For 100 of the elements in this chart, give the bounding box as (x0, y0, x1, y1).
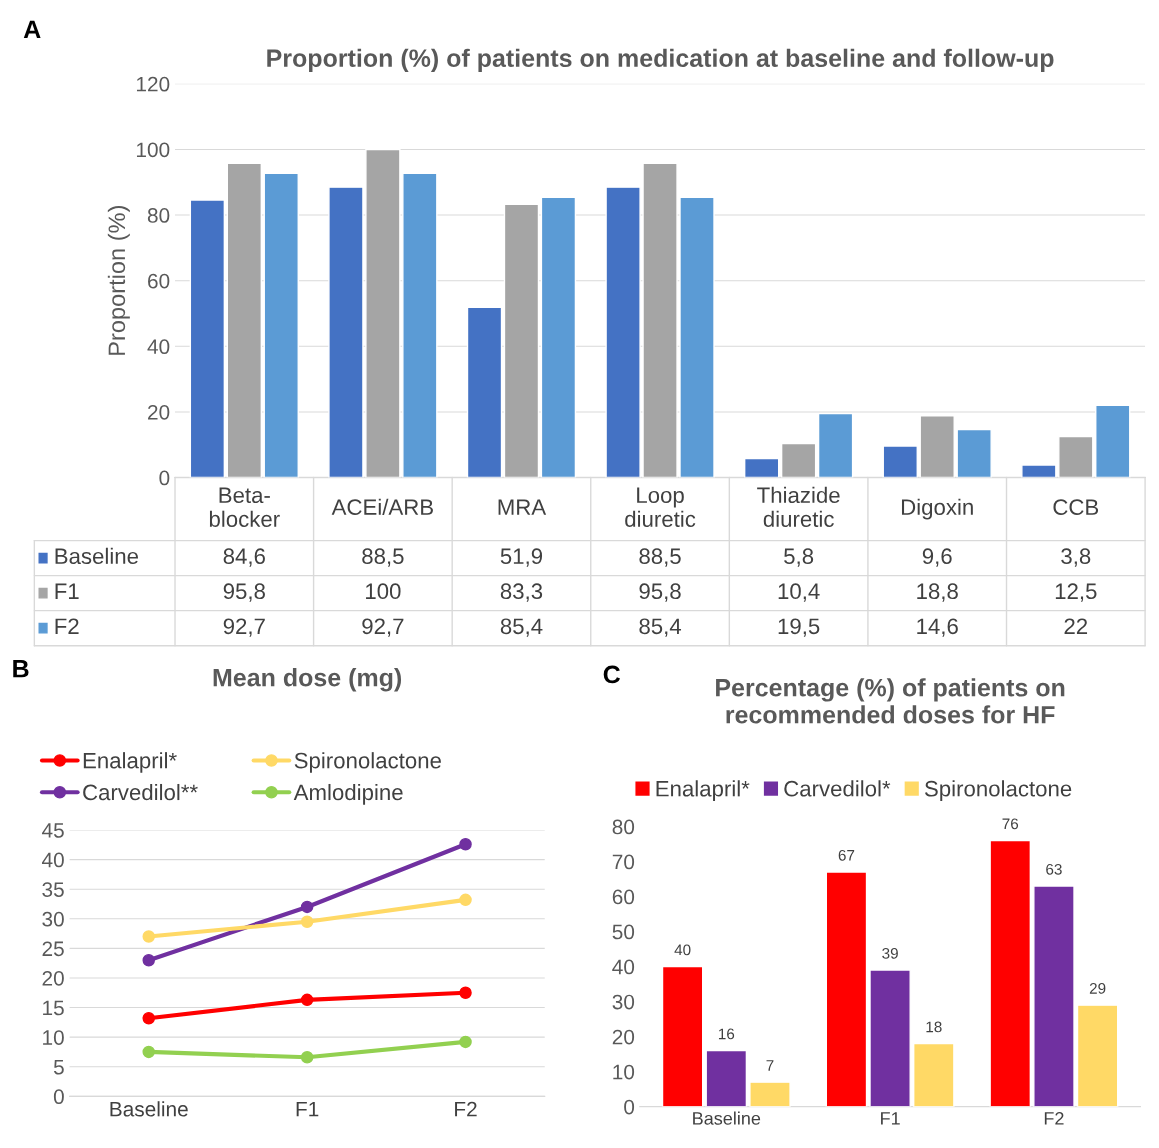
chart-title: Mean dose (mg) (213, 668, 402, 692)
y-tick-label: 0 (624, 1099, 635, 1115)
text: B (13, 660, 29, 678)
point (300, 1051, 314, 1064)
data-label: 88,5 (639, 548, 681, 567)
x-tick-label: Digoxin (901, 498, 973, 520)
y-tick-label: 45 (41, 823, 64, 838)
data-label: 51,9 (500, 548, 543, 567)
y-tick-label: 100 (136, 142, 170, 158)
point (300, 993, 314, 1007)
y-tick-label: 60 (148, 273, 170, 289)
y-tick-label: 20 (42, 970, 64, 986)
data-label: 5,8 (784, 548, 814, 567)
data-label: 19,5 (778, 618, 820, 637)
y-tick-label: 20 (148, 404, 170, 420)
y-tick-label: 10 (43, 1030, 64, 1045)
bar (749, 1081, 791, 1107)
text: C (603, 665, 621, 684)
x-tick-label: Baseline (693, 1111, 761, 1125)
y-tick-label: 25 (42, 941, 64, 957)
point (300, 915, 314, 928)
data-label: 92,7 (223, 618, 265, 637)
legend-label: F1 (55, 583, 79, 599)
y-tick-label: 50 (612, 924, 635, 940)
data-label: 40 (674, 944, 691, 956)
data-label: 12,5 (1055, 583, 1097, 602)
legend-label: Amlodipine (293, 783, 403, 805)
chart-title: Proportion (%) of patients on medication at baseline and follow-up (267, 48, 1054, 72)
y-tick-label: 35 (42, 882, 64, 897)
y-tick-label: 0 (53, 1089, 64, 1105)
bar (882, 445, 918, 478)
x-tick-label: F1 (881, 1112, 900, 1125)
point (300, 900, 314, 914)
y-tick-label: 0 (159, 470, 170, 486)
x-tick-label: F2 (455, 1101, 477, 1117)
bar (189, 199, 226, 478)
data-label: 100 (366, 583, 401, 600)
point (459, 893, 472, 907)
y-tick-label: 30 (612, 994, 635, 1010)
bar (226, 162, 262, 478)
x-tick-label: CCB (1053, 499, 1099, 516)
data-label: 9,6 (922, 548, 952, 567)
bar (540, 196, 577, 478)
y-tick-label: 60 (612, 889, 635, 905)
legend-label: Carvedilol** (83, 783, 198, 801)
y-axis-title: Proportion (%) (107, 206, 130, 355)
bar (503, 203, 540, 478)
point (142, 953, 155, 967)
data-label: 16 (718, 1028, 735, 1040)
y-tick-label: 5 (53, 1059, 64, 1075)
y-tick-label: 20 (612, 1029, 635, 1045)
data-label: 7 (766, 1060, 774, 1071)
data-label: 10,4 (778, 583, 820, 602)
legend-label: Spironolactone (924, 780, 1072, 801)
bar (825, 871, 868, 1107)
bar (1076, 1004, 1119, 1107)
data-label: 92,7 (362, 618, 404, 637)
data-label: 88,5 (362, 548, 404, 567)
point (142, 1011, 155, 1025)
chart-title: Percentage (%) of patients on recommended doses for HF (716, 678, 1065, 724)
text: A (23, 20, 41, 38)
data-label: 22 (1064, 618, 1088, 634)
legend-label: Spironolactone (294, 752, 441, 773)
y-tick-label: 40 (147, 339, 170, 355)
data-label: 85,4 (500, 618, 543, 637)
data-label: 14,6 (917, 618, 958, 637)
y-tick-label: 40 (41, 852, 64, 868)
legend-label: Baseline (55, 547, 138, 565)
bar (869, 969, 911, 1107)
bar (817, 412, 854, 478)
data-label: 18 (926, 1021, 942, 1033)
bar (466, 306, 503, 478)
x-tick-label: F2 (1044, 1112, 1064, 1125)
y-tick-label: 70 (612, 854, 635, 870)
data-label: 83,3 (500, 583, 543, 602)
point (142, 930, 155, 943)
point (142, 1045, 155, 1059)
bar (1095, 404, 1131, 478)
x-tick-label: Baseline (110, 1101, 188, 1117)
data-label: 63 (1046, 863, 1062, 875)
point (459, 1035, 472, 1049)
data-label: 85,4 (639, 618, 682, 637)
bar (780, 442, 817, 478)
bar (263, 172, 299, 478)
y-tick-label: 80 (147, 208, 170, 223)
legend-label: Enalapril* (83, 752, 177, 773)
bar (913, 1042, 955, 1107)
data-label: 18,8 (917, 583, 958, 602)
y-tick-label: 15 (43, 1000, 64, 1016)
x-tick-label: MRA (498, 499, 547, 515)
bar (705, 1049, 748, 1107)
data-label: 84,6 (223, 548, 265, 567)
data-label: 76 (1002, 818, 1019, 830)
data-label: 39 (882, 947, 898, 959)
data-label: 3,8 (1061, 548, 1091, 567)
bar (1033, 885, 1075, 1107)
x-tick-label: Thiazide diuretic (757, 486, 840, 527)
x-tick-label: ACEi/ARB (331, 498, 433, 516)
bar (661, 965, 704, 1107)
legend-label: Enalapril* (656, 780, 750, 801)
